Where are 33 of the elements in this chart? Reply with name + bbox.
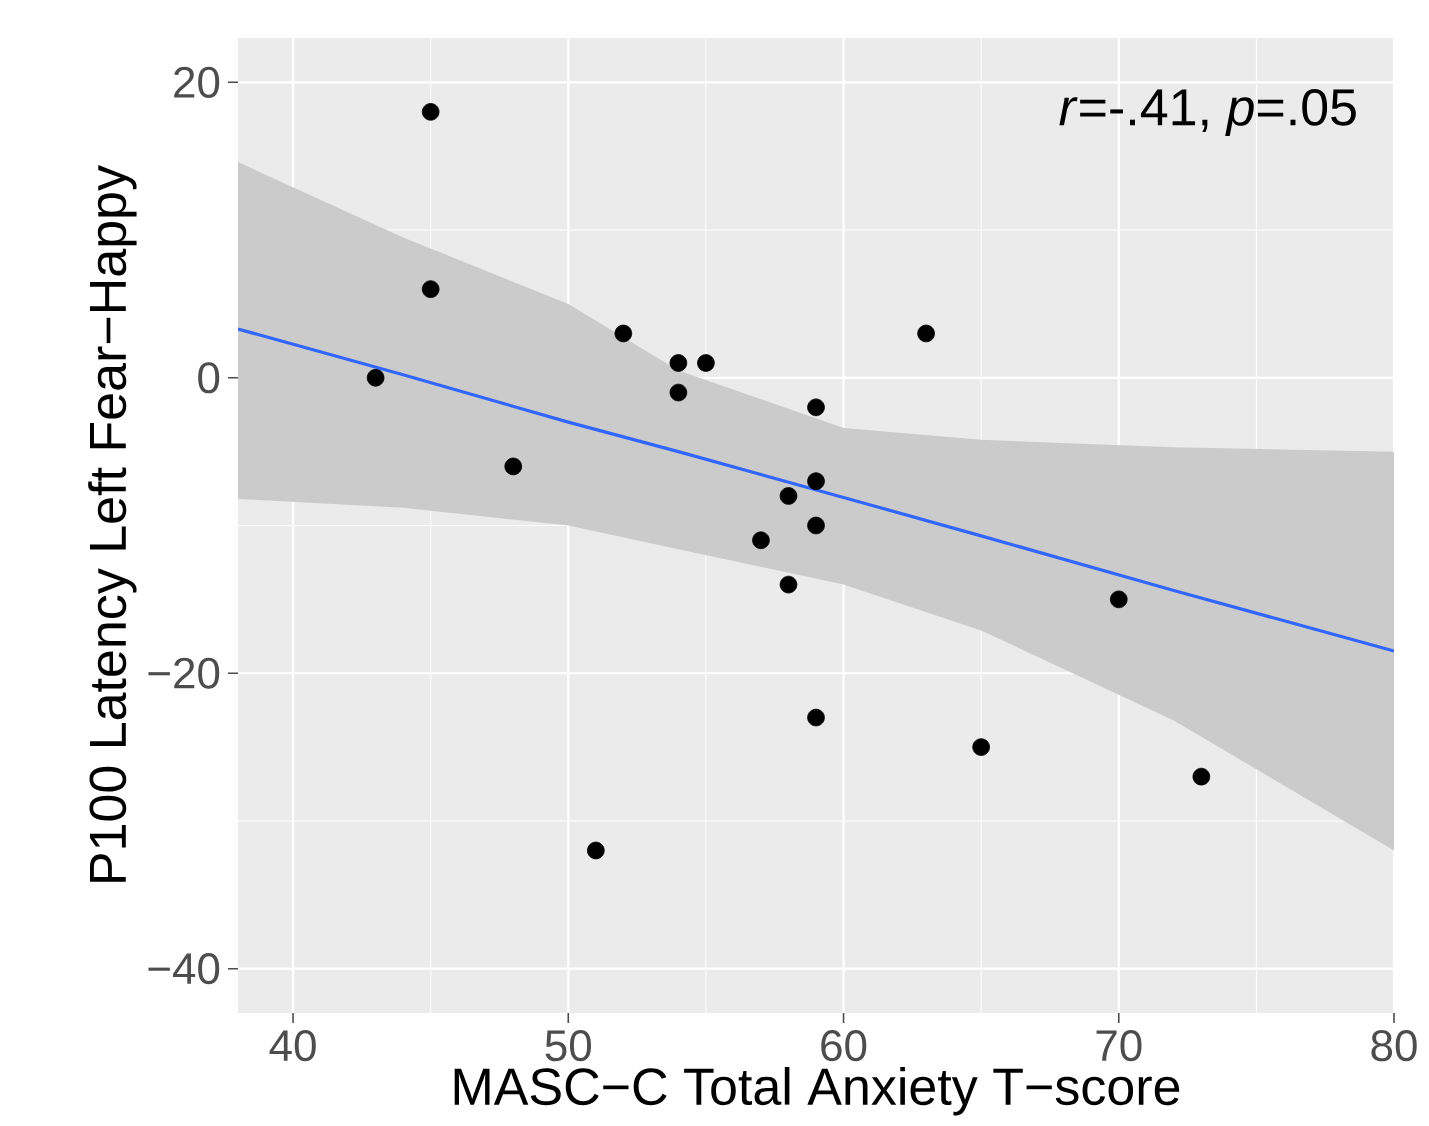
point bbox=[807, 516, 825, 535]
point bbox=[972, 738, 990, 756]
x-tick-label: 40 bbox=[269, 1030, 316, 1062]
point bbox=[614, 324, 633, 343]
x-tick-label: 70 bbox=[1096, 1030, 1142, 1062]
y-tick-label: 0 bbox=[198, 362, 220, 394]
point bbox=[421, 103, 440, 121]
x-tick-label: 60 bbox=[821, 1030, 867, 1062]
y-tick-label: −20 bbox=[148, 657, 220, 689]
y-tick-label: 20 bbox=[174, 66, 220, 98]
point bbox=[752, 531, 770, 550]
point bbox=[697, 354, 715, 372]
point bbox=[421, 280, 440, 298]
point bbox=[779, 487, 798, 505]
point bbox=[669, 383, 688, 402]
x-axis-title: MASC−C Total Anxiety T−score bbox=[454, 1066, 1180, 1116]
y-axis-title: P100 Latency Left Fear−Happy bbox=[88, 165, 137, 882]
point bbox=[504, 457, 523, 476]
point bbox=[366, 368, 385, 387]
point bbox=[807, 398, 825, 417]
line-series bbox=[238, 327, 1395, 653]
point bbox=[917, 324, 935, 343]
point bbox=[779, 575, 798, 594]
point bbox=[807, 708, 825, 727]
annotation: r=-.41, p=.05 bbox=[1059, 88, 1356, 137]
point bbox=[669, 354, 688, 372]
point bbox=[1192, 767, 1211, 786]
point bbox=[807, 472, 825, 490]
y-tick-label: −40 bbox=[148, 953, 220, 985]
point bbox=[587, 841, 605, 860]
x-tick-label: 80 bbox=[1371, 1030, 1417, 1062]
x-tick-label: 50 bbox=[545, 1030, 592, 1062]
point bbox=[1109, 590, 1128, 609]
